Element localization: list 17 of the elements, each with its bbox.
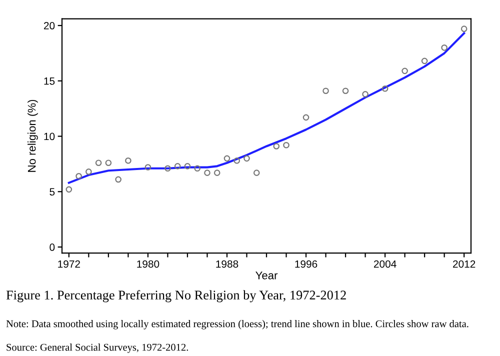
line-series [68,32,466,184]
x-tick-label: 1996 [295,260,318,268]
x-tick-label: 1972 [58,260,80,268]
y-tick-label: 15 [44,78,55,85]
y-tick-label: 5 [50,188,55,196]
x-tick-label: 1988 [216,260,238,268]
text: Note: Data smoothed using locally estimated regression (loess); trend line shown in blue. Circles show raw data. [6,320,468,330]
x-tick-label: 1980 [137,260,160,268]
x-tick-label: 2012 [453,260,476,268]
x-axis-title: Year [256,272,278,280]
y-tick-label: 10 [44,132,55,140]
x-tick-label: 2004 [374,260,396,268]
source-note: Source: General Social Surveys, 1972-2012. [6,343,188,353]
caption: Figure 1. Percentage Preferring No Religion by Year, 1972-2012 [6,290,346,302]
y-axis-title: No religion (%) [28,100,38,172]
y-tick-label: 0 [50,244,55,251]
y-tick-label: 20 [44,22,55,30]
